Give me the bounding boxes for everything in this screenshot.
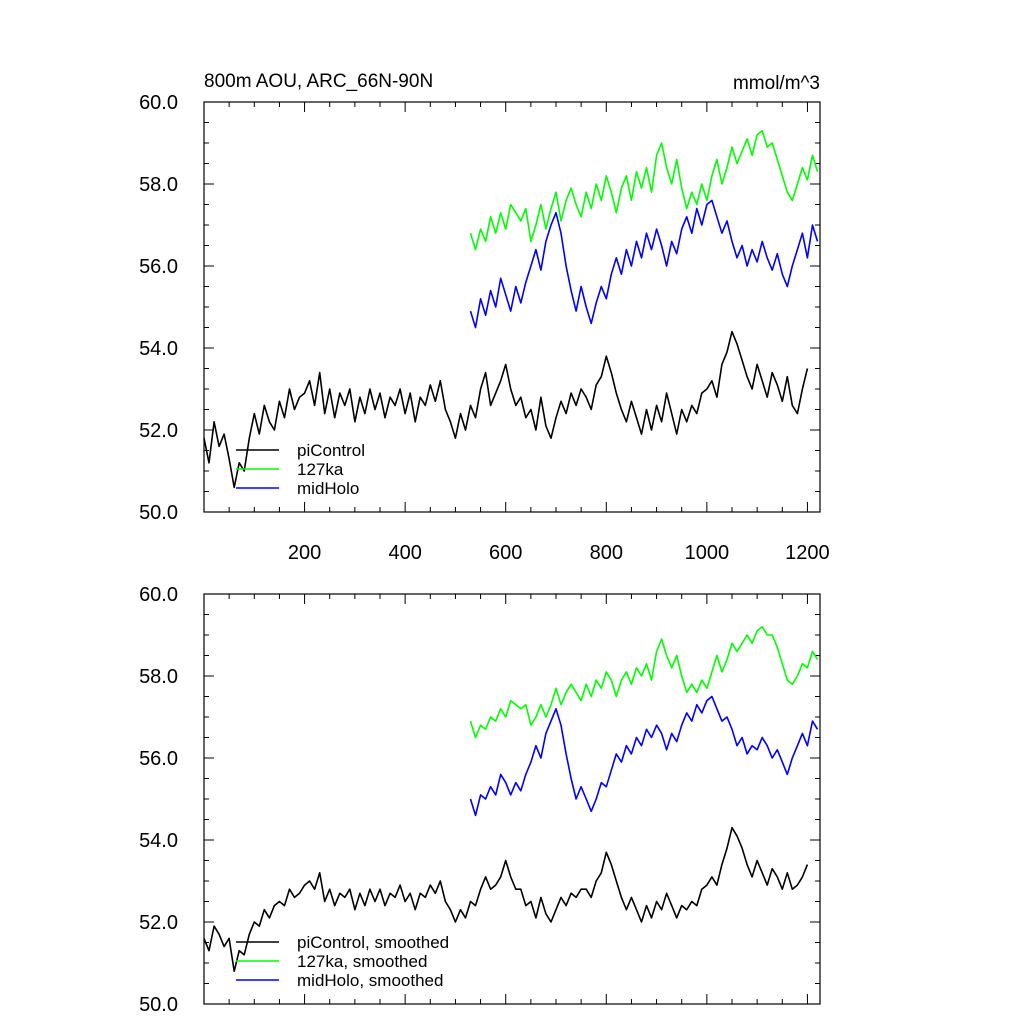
x-tick-label: 200: [288, 542, 321, 564]
legend-label: 127ka, smoothed: [297, 952, 427, 971]
series-line: [469, 129, 819, 251]
legend-label: midHolo, smoothed: [297, 971, 443, 990]
series-line: [469, 199, 819, 329]
legend-label: piControl: [297, 441, 365, 460]
series-line: [203, 330, 809, 489]
y-tick-label: 60.0: [139, 92, 178, 114]
y-tick-label: 54.0: [139, 338, 178, 360]
y-tick-label: 54.0: [139, 830, 178, 852]
panel-1-raw: 50.0 52.0 54.0 56.0 58.0 60.0 200 400 600 800 1000…: [139, 92, 830, 564]
x-tick-label: 800: [590, 542, 623, 564]
legend-label: midHolo: [297, 479, 359, 498]
y-tick-label: 50.0: [139, 502, 178, 524]
y-tick-label: 58.0: [139, 174, 178, 196]
y-tick-label: 58.0: [139, 666, 178, 688]
series-line: [469, 695, 819, 817]
panel-1-title: 800m AOU, ARC_66N-90N: [204, 71, 433, 92]
series-line: [203, 826, 809, 973]
panel-2-smoothed: 50.0 52.0 54.0 56.0 58.0 60.0 piControl, smoot…: [139, 584, 821, 1016]
x-tick-label: 400: [388, 542, 421, 564]
legend-label: 127ka: [297, 460, 344, 479]
series-line: [469, 625, 819, 739]
y-tick-label: 56.0: [139, 256, 178, 278]
y-tick-label: 60.0: [139, 584, 178, 606]
y-tick-label: 50.0: [139, 994, 178, 1016]
y-tick-label: 56.0: [139, 748, 178, 770]
x-tick-label: 1200: [785, 542, 830, 564]
x-tick-label: 1000: [685, 542, 730, 564]
panel-1-units: mmol/m^3: [733, 73, 820, 94]
legend-label: piControl, smoothed: [297, 933, 449, 952]
y-tick-label: 52.0: [139, 912, 178, 934]
y-tick-label: 52.0: [139, 420, 178, 442]
x-tick-label: 600: [489, 542, 522, 564]
